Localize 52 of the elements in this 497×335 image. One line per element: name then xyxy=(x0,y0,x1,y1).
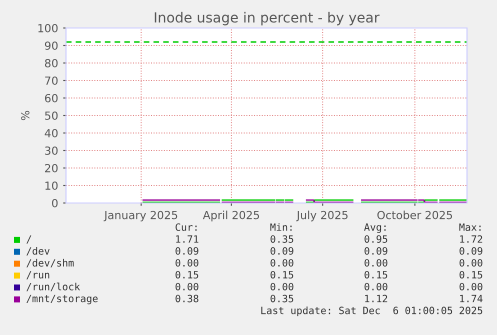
chart-title: Inode usage in percent - by year xyxy=(154,12,380,26)
text: 0.09 xyxy=(364,247,388,255)
text: Avg: xyxy=(364,223,386,233)
text: 0.00 xyxy=(364,282,388,290)
text: Last update: Sat Dec 6 01:00:05 2025 xyxy=(261,306,482,316)
y-tick-label: 90 xyxy=(44,41,58,50)
text: 0.00 xyxy=(176,259,198,267)
y-tick-label: 0 xyxy=(52,198,58,208)
legend-label: / xyxy=(26,235,32,244)
x-tick-label: July 2025 xyxy=(296,210,348,222)
y-tick-label: 10 xyxy=(45,181,58,190)
y-tick-label: 60 xyxy=(45,94,58,102)
x-tick-label: January 2025 xyxy=(104,210,178,222)
x-tick-label: October 2025 xyxy=(377,210,452,220)
y-axis-title: % xyxy=(21,110,30,120)
text: 0.00 xyxy=(270,282,294,290)
y-tick-label: 20 xyxy=(45,164,58,172)
x-tick-label: April 2025 xyxy=(202,210,260,222)
legend-label: /run/lock xyxy=(26,282,80,292)
legend-label: /run xyxy=(26,271,50,280)
text: 0.35 xyxy=(270,294,294,302)
text: Max: xyxy=(459,223,481,231)
text: Min: xyxy=(270,223,292,231)
text: 0.00 xyxy=(460,282,482,290)
y-tick-label: 100 xyxy=(38,24,58,32)
text: 0.09 xyxy=(176,247,198,255)
text: 0.35 xyxy=(270,235,294,243)
y-tick-label: 80 xyxy=(44,58,58,68)
text: 0.09 xyxy=(460,247,482,255)
y-tick-label: 40 xyxy=(44,128,58,138)
text: 0.15 xyxy=(176,270,198,279)
legend-label: /mnt/storage xyxy=(26,294,98,304)
text: 0.95 xyxy=(364,235,388,243)
text: 0.15 xyxy=(460,270,482,279)
legend-label: /dev/shm xyxy=(26,258,74,268)
text: 0.00 xyxy=(460,259,482,267)
y-tick-label: 70 xyxy=(45,76,58,85)
legend-label: /dev xyxy=(26,246,50,256)
text: 0.15 xyxy=(364,270,388,279)
text: 0.00 xyxy=(176,282,198,290)
text: Cur: xyxy=(176,223,197,231)
y-tick-label: 50 xyxy=(45,111,58,120)
text: 1.72 xyxy=(460,235,482,243)
text: 0.38 xyxy=(176,294,198,302)
text: 0.00 xyxy=(364,259,388,267)
text: 1.74 xyxy=(460,294,483,302)
text: 0.00 xyxy=(270,259,294,267)
text: 0.15 xyxy=(270,270,294,279)
text: 1.71 xyxy=(176,235,198,243)
text: 1.12 xyxy=(365,294,388,302)
y-tick-label: 30 xyxy=(45,146,58,155)
text: 0.09 xyxy=(270,247,294,255)
